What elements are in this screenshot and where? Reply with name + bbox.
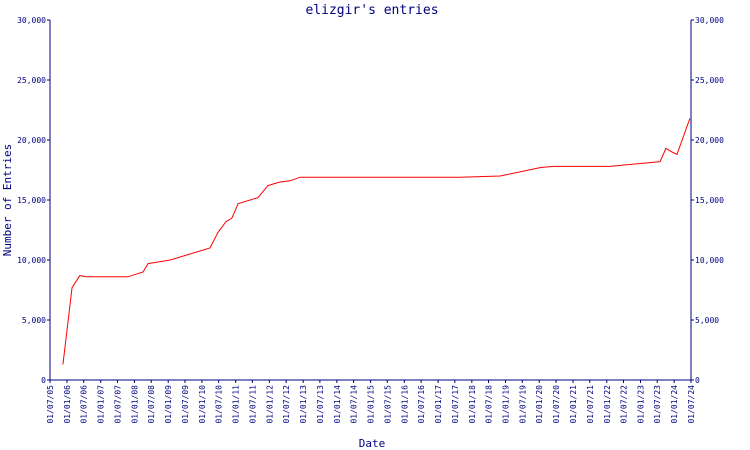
x-tick-label: 01/07/07 <box>113 385 122 424</box>
x-tick-label: 01/07/12 <box>282 385 291 424</box>
y2-tick-label: 10,000 <box>695 256 724 265</box>
chart-title: elizgir's entries <box>305 3 438 18</box>
x-tick-label: 01/01/18 <box>468 385 477 424</box>
y-tick-label: 10,000 <box>17 256 46 265</box>
x-tick-label: 01/01/22 <box>603 385 612 424</box>
x-tick-label: 01/01/11 <box>232 385 241 424</box>
y-tick-label: 25,000 <box>17 76 46 85</box>
y-tick-label: 20,000 <box>17 136 46 145</box>
y-tick-label: 15,000 <box>17 196 46 205</box>
x-tick-label: 01/01/07 <box>97 385 106 424</box>
x-tick-label: 01/07/06 <box>80 385 89 424</box>
x-tick-label: 01/01/24 <box>670 385 679 424</box>
x-tick-label: 01/07/24 <box>687 385 696 424</box>
y2-tick-label: 30,000 <box>695 16 724 25</box>
x-tick-label: 01/07/17 <box>451 385 460 424</box>
y2-tick-label: 25,000 <box>695 76 724 85</box>
x-tick-label: 01/07/18 <box>485 385 494 424</box>
y2-tick-label: 5,000 <box>695 316 719 325</box>
x-tick-label: 01/07/08 <box>147 385 156 424</box>
x-tick-label: 01/01/14 <box>333 385 342 424</box>
x-tick-label: 01/01/23 <box>636 385 645 424</box>
x-tick-label: 01/07/21 <box>586 385 595 424</box>
y-tick-label: 30,000 <box>17 16 46 25</box>
x-tick-label: 01/01/20 <box>535 385 544 424</box>
x-tick-label: 01/01/19 <box>502 385 511 424</box>
x-tick-label: 01/01/21 <box>569 385 578 424</box>
x-tick-label: 01/07/14 <box>350 385 359 424</box>
x-tick-label: 01/01/13 <box>299 385 308 424</box>
y2-tick-label: 0 <box>695 376 700 385</box>
y-axis-label: Number of Entries <box>1 144 14 257</box>
y2-tick-label: 20,000 <box>695 136 724 145</box>
x-axis-label: Date <box>359 437 386 450</box>
x-tick-label: 01/07/16 <box>417 385 426 424</box>
x-tick-label: 01/01/10 <box>198 385 207 424</box>
x-tick-label: 01/07/11 <box>248 385 257 424</box>
data-line <box>62 118 691 365</box>
y-tick-label: 0 <box>41 376 46 385</box>
x-tick-label: 01/01/12 <box>265 385 274 424</box>
x-tick-label: 01/07/05 <box>46 385 55 424</box>
x-tick-label: 01/01/06 <box>63 385 72 424</box>
x-tick-label: 01/01/15 <box>367 385 376 424</box>
y2-tick-label: 15,000 <box>695 196 724 205</box>
x-tick-label: 01/07/20 <box>552 385 561 424</box>
x-tick-label: 01/07/15 <box>383 385 392 424</box>
x-tick-label: 01/01/17 <box>434 385 443 424</box>
y-tick-label: 5,000 <box>22 316 46 325</box>
x-tick-label: 01/01/09 <box>164 385 173 424</box>
x-tick-label: 01/07/19 <box>518 385 527 424</box>
x-tick-label: 01/07/22 <box>619 385 628 424</box>
x-tick-label: 01/07/10 <box>215 385 224 424</box>
x-tick-label: 01/07/13 <box>316 385 325 424</box>
x-tick-label: 01/07/23 <box>653 385 662 424</box>
x-tick-label: 01/01/16 <box>400 385 409 424</box>
x-tick-label: 01/01/08 <box>130 385 139 424</box>
x-tick-label: 01/07/09 <box>181 385 190 424</box>
